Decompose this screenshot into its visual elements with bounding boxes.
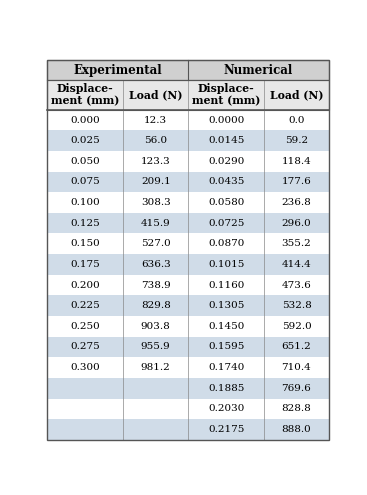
Text: 592.0: 592.0 xyxy=(281,322,311,331)
Text: 0.125: 0.125 xyxy=(70,219,100,228)
Text: 236.8: 236.8 xyxy=(281,198,311,207)
Bar xyxy=(47,60,329,80)
Text: 0.1740: 0.1740 xyxy=(208,363,244,372)
Text: 0.0580: 0.0580 xyxy=(208,198,244,207)
Bar xyxy=(47,192,329,213)
Text: 710.4: 710.4 xyxy=(281,363,311,372)
Text: 177.6: 177.6 xyxy=(281,177,311,187)
Text: 0.225: 0.225 xyxy=(70,301,100,310)
Bar xyxy=(47,398,329,419)
Text: 0.1595: 0.1595 xyxy=(208,343,244,351)
Text: 0.0435: 0.0435 xyxy=(208,177,244,187)
Bar xyxy=(47,151,329,172)
Text: 0.1160: 0.1160 xyxy=(208,281,244,290)
Text: 0.0290: 0.0290 xyxy=(208,157,244,166)
Text: 0.1305: 0.1305 xyxy=(208,301,244,310)
Text: 0.150: 0.150 xyxy=(70,239,100,248)
Text: 828.8: 828.8 xyxy=(281,404,311,413)
Text: 829.8: 829.8 xyxy=(141,301,171,310)
Text: 0.250: 0.250 xyxy=(70,322,100,331)
Text: Load (N): Load (N) xyxy=(129,89,182,100)
Text: 0.025: 0.025 xyxy=(70,136,100,145)
Text: 56.0: 56.0 xyxy=(144,136,167,145)
Text: 209.1: 209.1 xyxy=(141,177,171,187)
Bar xyxy=(47,316,329,337)
Bar xyxy=(47,275,329,296)
Text: 0.000: 0.000 xyxy=(70,115,100,125)
Text: 0.0: 0.0 xyxy=(288,115,305,125)
Text: 0.1450: 0.1450 xyxy=(208,322,244,331)
Text: 0.1015: 0.1015 xyxy=(208,260,244,269)
Text: 118.4: 118.4 xyxy=(281,157,311,166)
Bar xyxy=(47,296,329,316)
Text: 527.0: 527.0 xyxy=(141,239,171,248)
Text: 651.2: 651.2 xyxy=(281,343,311,351)
Text: 955.9: 955.9 xyxy=(141,343,171,351)
Text: 903.8: 903.8 xyxy=(141,322,171,331)
Text: 769.6: 769.6 xyxy=(281,384,311,393)
Text: 0.100: 0.100 xyxy=(70,198,100,207)
Text: 0.275: 0.275 xyxy=(70,343,100,351)
Text: 296.0: 296.0 xyxy=(281,219,311,228)
Text: 473.6: 473.6 xyxy=(281,281,311,290)
Text: 981.2: 981.2 xyxy=(141,363,171,372)
Text: 0.2175: 0.2175 xyxy=(208,425,244,434)
Bar xyxy=(47,234,329,254)
Bar xyxy=(47,213,329,234)
Text: 532.8: 532.8 xyxy=(281,301,311,310)
Text: 414.4: 414.4 xyxy=(281,260,311,269)
Text: 0.175: 0.175 xyxy=(70,260,100,269)
Text: Displace-
ment (mm): Displace- ment (mm) xyxy=(192,83,260,107)
Text: 0.200: 0.200 xyxy=(70,281,100,290)
Bar xyxy=(47,357,329,378)
Text: Numerical: Numerical xyxy=(224,63,293,77)
Text: 0.0000: 0.0000 xyxy=(208,115,244,125)
Text: 12.3: 12.3 xyxy=(144,115,167,125)
Text: 888.0: 888.0 xyxy=(281,425,311,434)
Text: 355.2: 355.2 xyxy=(281,239,311,248)
Text: 123.3: 123.3 xyxy=(141,157,171,166)
Bar xyxy=(47,110,329,130)
Bar xyxy=(47,419,329,440)
Text: 636.3: 636.3 xyxy=(141,260,171,269)
Text: Experimental: Experimental xyxy=(73,63,162,77)
Bar xyxy=(47,172,329,192)
Text: Load (N): Load (N) xyxy=(270,89,323,100)
Text: 0.0145: 0.0145 xyxy=(208,136,244,145)
Text: 415.9: 415.9 xyxy=(141,219,171,228)
Text: 0.300: 0.300 xyxy=(70,363,100,372)
Bar xyxy=(47,378,329,398)
Bar xyxy=(47,254,329,275)
Text: 59.2: 59.2 xyxy=(285,136,308,145)
Bar xyxy=(47,130,329,151)
Text: 738.9: 738.9 xyxy=(141,281,171,290)
Bar xyxy=(47,80,329,110)
Text: 0.2030: 0.2030 xyxy=(208,404,244,413)
Text: 308.3: 308.3 xyxy=(141,198,171,207)
Text: 0.0870: 0.0870 xyxy=(208,239,244,248)
Text: 0.050: 0.050 xyxy=(70,157,100,166)
Text: 0.0725: 0.0725 xyxy=(208,219,244,228)
Text: 0.1885: 0.1885 xyxy=(208,384,244,393)
Bar xyxy=(47,337,329,357)
Text: 0.075: 0.075 xyxy=(70,177,100,187)
Text: Displace-
ment (mm): Displace- ment (mm) xyxy=(51,83,120,107)
